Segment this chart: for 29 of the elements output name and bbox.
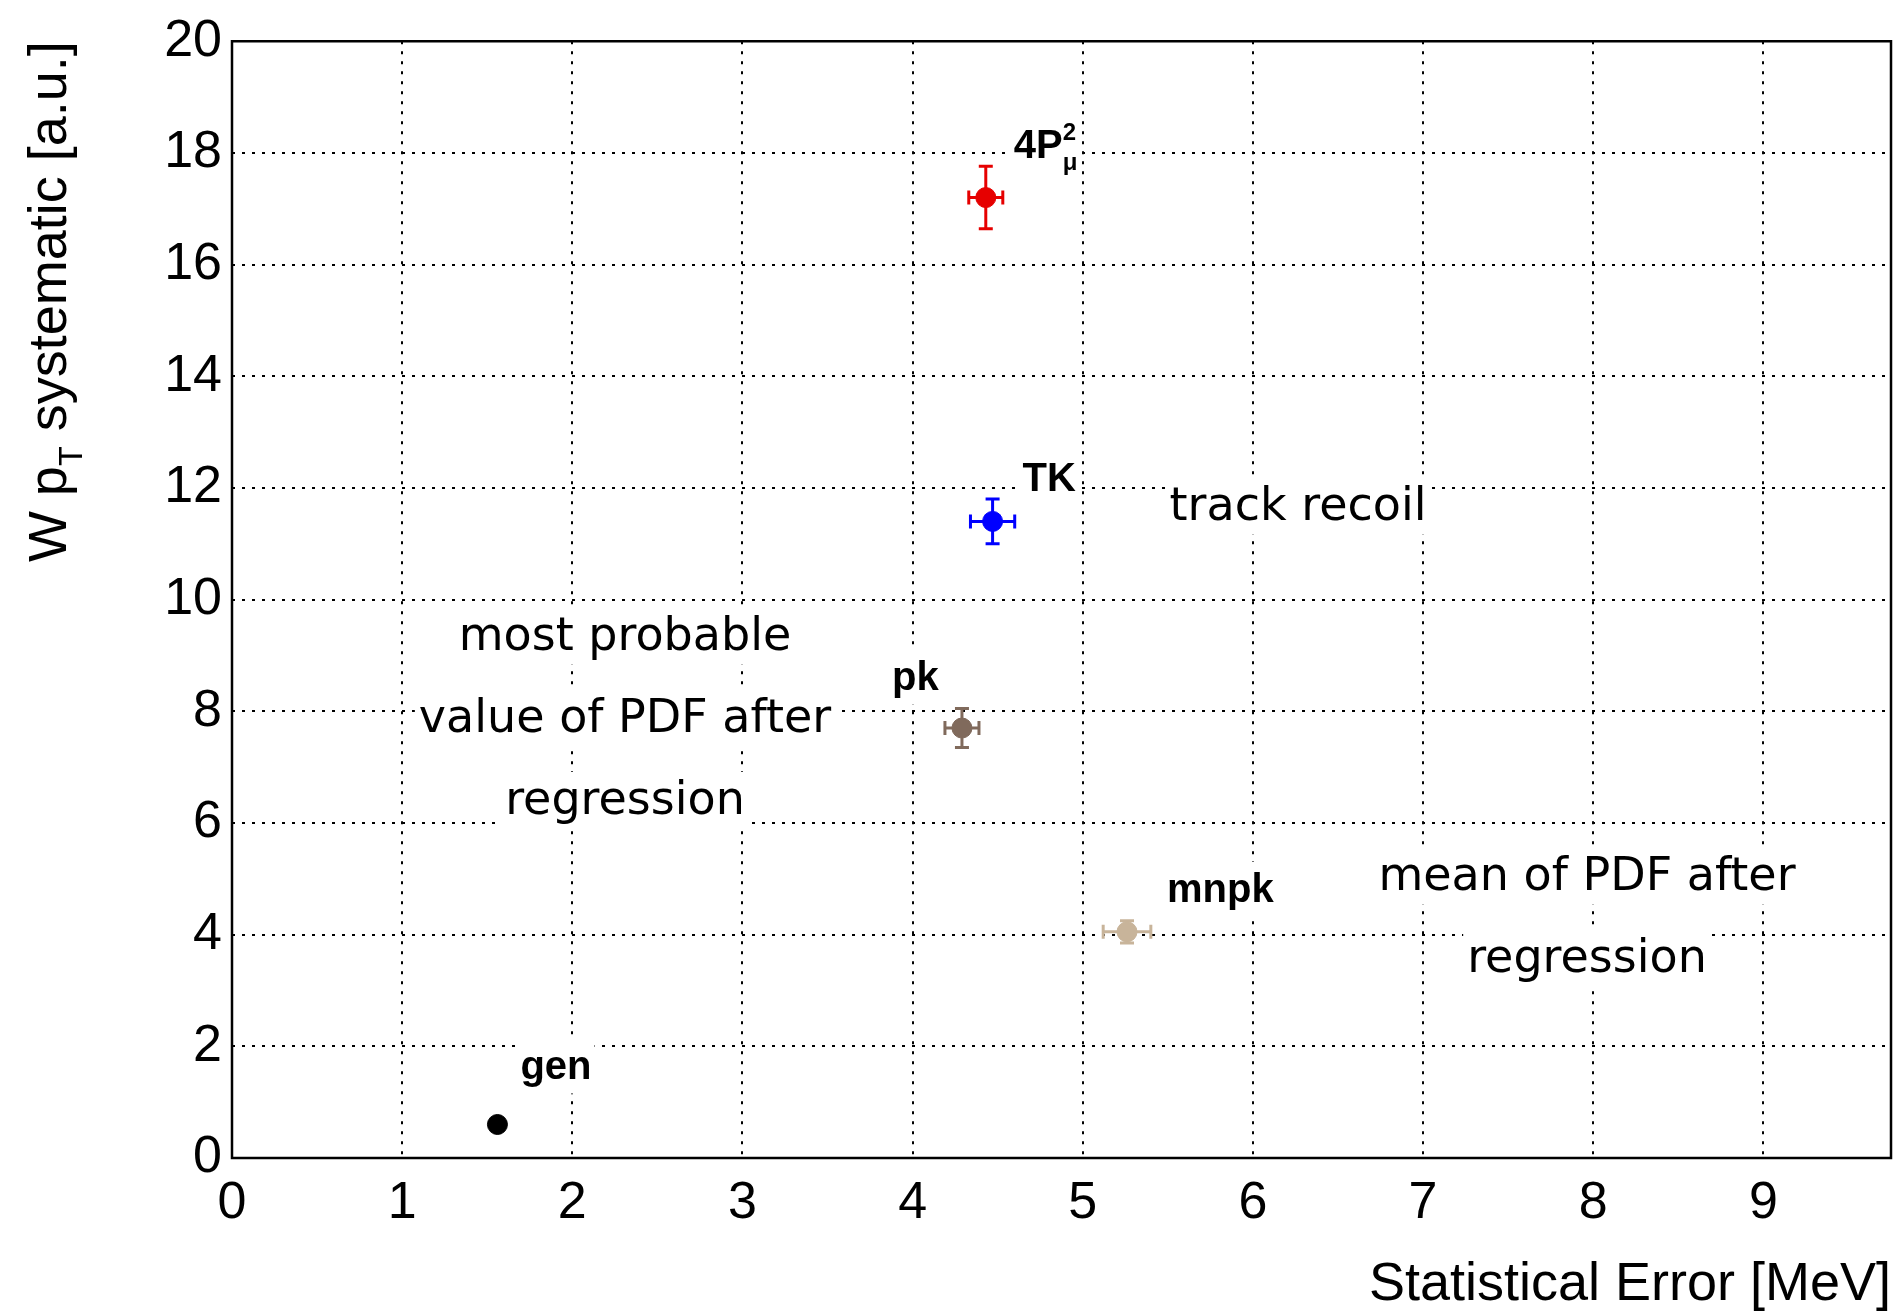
series-label: TK <box>1022 455 1077 500</box>
y-tick-label: 0 <box>193 1125 222 1184</box>
x-axis-title: Statistical Error [MeV] <box>1368 1251 1891 1311</box>
y-tick-label: 8 <box>193 678 222 737</box>
y-tick-label: 12 <box>164 455 222 514</box>
y-axis-title: W pT systematic [a.u.] <box>17 41 90 563</box>
y-tick-label: 16 <box>164 231 222 290</box>
x-tick-label: 4 <box>898 1170 928 1229</box>
x-tick-label: 8 <box>1578 1170 1608 1229</box>
y-tick-label: 14 <box>164 343 222 402</box>
x-tick-label: 5 <box>1068 1170 1098 1229</box>
x-tick-label: 3 <box>728 1170 757 1229</box>
series-label: pk <box>891 654 940 699</box>
y-tick-label: 4 <box>193 901 222 960</box>
x-tick-label: 7 <box>1408 1170 1438 1229</box>
annotation: most probable value of PDF after regression <box>418 607 832 825</box>
series-label: mnpk <box>1167 865 1275 910</box>
x-tick-label: 2 <box>557 1170 587 1229</box>
y-tick-label: 18 <box>164 120 222 179</box>
y-tick-label: 20 <box>164 8 222 67</box>
y-tick-label: 6 <box>193 790 222 849</box>
annotation: track recoil <box>1169 477 1427 531</box>
x-tick-label: 6 <box>1238 1170 1268 1229</box>
annotation: mean of PDF after regression <box>1378 847 1796 983</box>
x-tick-label: 9 <box>1748 1170 1778 1229</box>
x-tick-label: 1 <box>387 1170 417 1229</box>
series-label: gen <box>520 1043 592 1088</box>
y-tick-label: 2 <box>193 1013 222 1072</box>
y-tick-label: 10 <box>164 566 222 625</box>
